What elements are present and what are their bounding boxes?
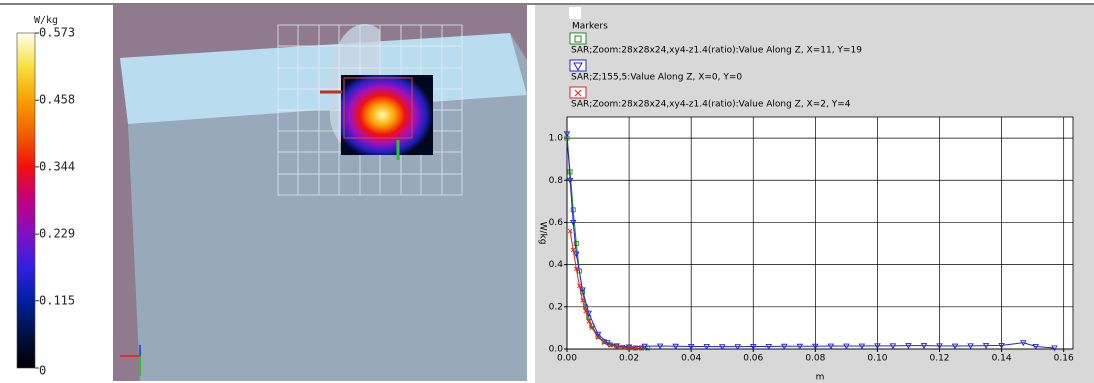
y-tick-label: 0.0 xyxy=(549,345,564,355)
x-tick-label: 0.06 xyxy=(743,354,763,364)
page: W/kg 0 0.115 0.229 0.344 0.458 0.573 Markers … xyxy=(0,0,1094,383)
x-tick-label: 0.10 xyxy=(867,354,887,364)
3d-view xyxy=(113,5,527,381)
y-tick-label: 0.2 xyxy=(549,302,563,312)
colorbar-tick-label: 0.115 xyxy=(39,293,75,307)
x-tick-label: 0.12 xyxy=(929,354,949,364)
plot-area xyxy=(567,117,1073,349)
legend-label: SAR;Zoom:28x28x24,xy4-z1.4(ratio):Value … xyxy=(571,100,851,110)
colorbar-unit: W/kg xyxy=(34,15,58,26)
colorbar-tick-label: 0 xyxy=(39,364,46,378)
colorbar: W/kg 0 0.115 0.229 0.344 0.458 0.573 xyxy=(17,15,75,378)
x-tick-label: 0.02 xyxy=(619,354,639,364)
sar-heatmap xyxy=(341,75,433,155)
x-tick-label: 0.04 xyxy=(681,354,701,364)
legend-label: SAR;Z;155,5:Value Along Z, X=0, Y=0 xyxy=(571,73,742,83)
colorbar-tick-label: 0.344 xyxy=(39,159,75,173)
x-tick-label: 0.16 xyxy=(1054,354,1074,364)
x-tick-label: 0.00 xyxy=(557,354,577,364)
legend-title: Markers xyxy=(572,22,608,32)
y-axis-label: W/kg xyxy=(538,222,548,245)
y-tick-label: 0.6 xyxy=(549,218,564,228)
x-tick-label: 0.14 xyxy=(992,354,1012,364)
y-tick-label: 0.4 xyxy=(549,260,564,270)
y-tick-label: 1.0 xyxy=(549,134,564,144)
colorbar-tick-label: 0.458 xyxy=(39,93,75,107)
x-axis-label: m xyxy=(816,373,825,383)
screenshot: W/kg 0 0.115 0.229 0.344 0.458 0.573 Markers … xyxy=(0,0,1094,383)
colorbar-tick-label: 0.229 xyxy=(39,227,75,241)
legend-label: SAR;Zoom:28x28x24,xy4-z1.4(ratio):Value … xyxy=(571,46,862,56)
line-chart: Markers m W/kg 0.00 0.02 0.04 0.06 0.08 0.10 0… xyxy=(535,5,1094,383)
colorbar-tick-label: 0.573 xyxy=(39,26,75,40)
x-tick-label: 0.08 xyxy=(805,354,825,364)
y-tick-label: 0.8 xyxy=(549,176,564,186)
colorbar-ramp xyxy=(17,33,35,368)
legend-swatch-blank xyxy=(569,7,581,19)
